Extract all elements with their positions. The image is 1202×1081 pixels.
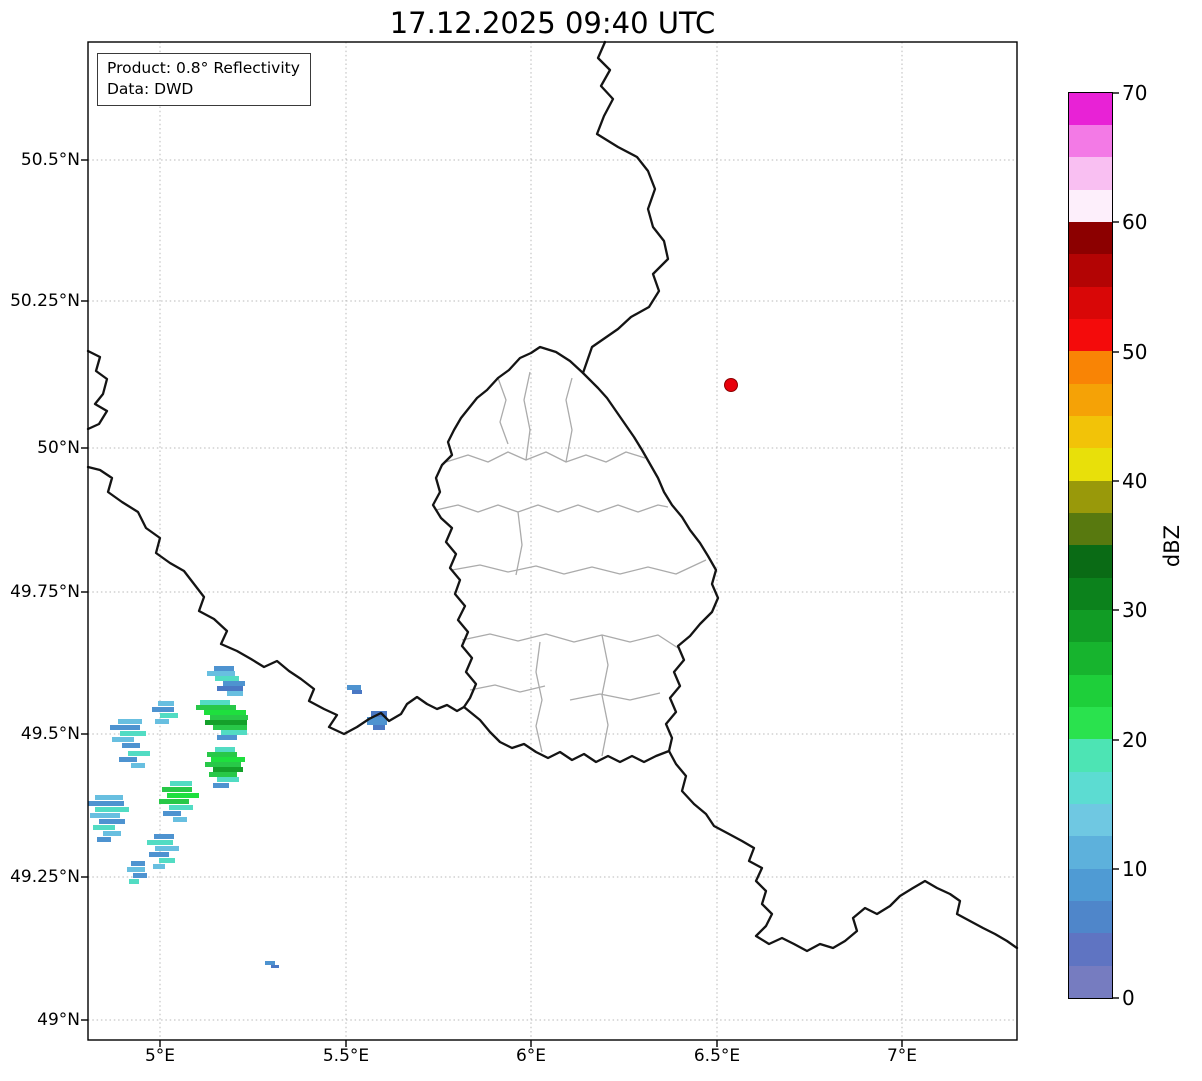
lat-tick-label: 50.25°N — [10, 291, 80, 311]
lon-tick-label: 6.5°E — [693, 1046, 741, 1066]
colorbar-tick-label: 70 — [1122, 81, 1148, 105]
plot-frame — [87, 41, 1018, 1041]
colorbar-tick-marks — [1113, 92, 1119, 999]
colorbar-tick-label: 60 — [1122, 210, 1148, 234]
colorbar-tick-label: 30 — [1122, 598, 1148, 622]
lat-tick-label: 50.5°N — [20, 150, 80, 170]
colorbar-tick-label: 40 — [1122, 469, 1148, 493]
radar-site-marker — [724, 378, 738, 392]
lon-tick-label: 6°E — [515, 1046, 547, 1066]
lon-tick-label: 7°E — [886, 1046, 918, 1066]
graticule-gridlines — [88, 42, 1017, 1040]
axis-tick-marks — [81, 159, 903, 1047]
radar-echo-layer — [88, 666, 387, 968]
product-info-box: Product: 0.8° Reflectivity Data: DWD — [97, 53, 311, 106]
lat-tick-label: 50°N — [37, 438, 80, 458]
lat-tick-label: 49.75°N — [10, 582, 80, 602]
country-borders — [86, 40, 1019, 953]
lat-tick-label: 49.5°N — [20, 724, 80, 744]
lon-tick-label: 5°E — [144, 1046, 176, 1066]
colorbar-tick-label: 20 — [1122, 728, 1148, 752]
canton-borders — [435, 371, 707, 757]
lat-tick-label: 49°N — [37, 1010, 80, 1030]
colorbar-unit-label: dBZ — [1160, 524, 1184, 568]
data-source-label: Data: DWD — [107, 79, 194, 98]
lon-tick-label: 5.5°E — [322, 1046, 370, 1066]
colorbar-tick-label: 50 — [1122, 340, 1148, 364]
colorbar-gradient — [1068, 92, 1113, 999]
lat-tick-label: 49.25°N — [10, 867, 80, 887]
colorbar-tick-label: 10 — [1122, 857, 1148, 881]
product-label: Product: 0.8° Reflectivity — [107, 59, 300, 77]
figure-title: 17.12.2025 09:40 UTC — [389, 6, 716, 40]
colorbar-tick-label: 0 — [1122, 986, 1135, 1010]
